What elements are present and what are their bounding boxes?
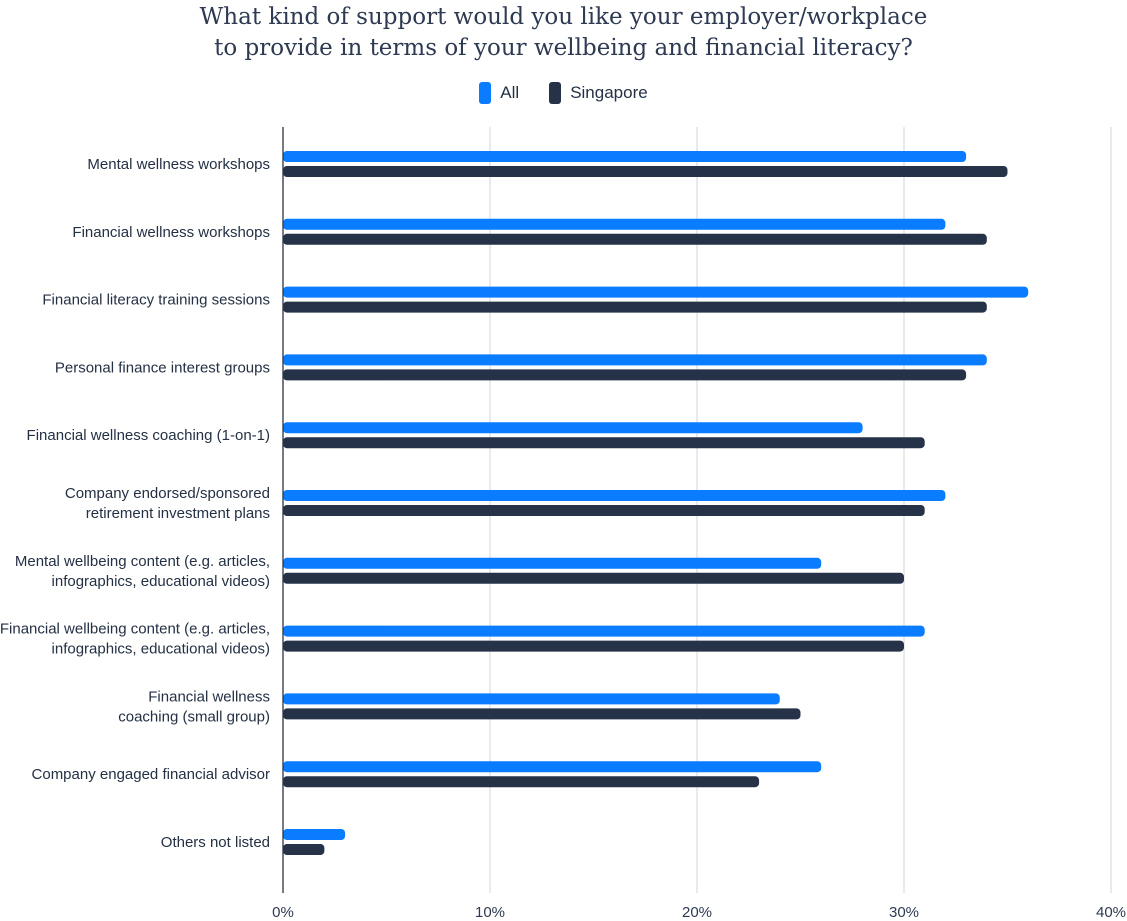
- category-label-7-line-1: infographics, educational videos): [52, 641, 270, 658]
- bar-all-10: [283, 829, 346, 840]
- legend: All Singapore: [0, 82, 1127, 104]
- category-label-2: Financial literacy training sessions: [42, 292, 270, 309]
- x-tick-label-1: 10%: [475, 904, 505, 921]
- bar-all-5: [283, 490, 946, 501]
- bar-all-4: [283, 422, 863, 434]
- category-label-6-line-1: infographics, educational videos): [52, 573, 270, 590]
- legend-label-all: All: [500, 83, 520, 102]
- category-label-0: Mental wellness workshops: [87, 156, 270, 173]
- bar-all-9: [283, 761, 822, 773]
- legend-item-all[interactable]: All: [479, 82, 519, 104]
- chart-title: What kind of support would you like your…: [0, 2, 1127, 64]
- bar-singapore-3: [283, 369, 967, 381]
- legend-swatch-singapore: [549, 82, 562, 104]
- category-label-10: Others not listed: [161, 834, 270, 851]
- x-tick-label-4: 40%: [1096, 904, 1126, 921]
- category-label-7-line-0: Financial wellbeing content (e.g. articl…: [0, 621, 270, 638]
- bar-all-8: [283, 693, 780, 705]
- legend-label-singapore: Singapore: [570, 83, 648, 102]
- category-label-5-line-0: Company endorsed/sponsored: [65, 485, 270, 502]
- legend-item-singapore[interactable]: Singapore: [549, 82, 648, 104]
- bar-singapore-7: [283, 640, 904, 652]
- category-label-3: Personal finance interest groups: [55, 359, 270, 376]
- bar-singapore-5: [283, 505, 925, 516]
- category-label-8-line-0: Financial wellness: [148, 688, 270, 705]
- bar-all-1: [283, 218, 946, 230]
- bar-all-6: [283, 557, 822, 569]
- bar-all-0: [283, 151, 967, 162]
- x-tick-label-3: 30%: [889, 904, 919, 921]
- bar-singapore-1: [283, 233, 987, 245]
- category-label-6-line-0: Mental wellbeing content (e.g. articles,: [15, 553, 270, 570]
- bar-all-3: [283, 354, 987, 366]
- category-label-9: Company engaged financial advisor: [32, 766, 270, 783]
- chart-title-line-1: What kind of support would you like your…: [199, 4, 928, 30]
- bar-all-7: [283, 625, 925, 637]
- x-tick-label-0: 0%: [272, 904, 294, 921]
- bar-singapore-2: [283, 301, 987, 313]
- bar-singapore-0: [283, 166, 1008, 177]
- bar-all-2: [283, 286, 1029, 298]
- legend-swatch-all: [479, 82, 492, 104]
- category-label-5-line-1: retirement investment plans: [86, 505, 270, 522]
- x-tick-label-2: 20%: [682, 904, 712, 921]
- bar-singapore-8: [283, 708, 801, 720]
- category-label-1: Financial wellness workshops: [72, 224, 270, 241]
- bar-singapore-4: [283, 437, 925, 449]
- category-label-4: Financial wellness coaching (1-on-1): [27, 427, 270, 444]
- bar-singapore-9: [283, 776, 760, 788]
- category-label-8-line-1: coaching (small group): [118, 708, 270, 725]
- chart-title-line-2: to provide in terms of your wellbeing an…: [214, 35, 913, 61]
- bar-singapore-10: [283, 844, 325, 855]
- bar-singapore-6: [283, 572, 904, 584]
